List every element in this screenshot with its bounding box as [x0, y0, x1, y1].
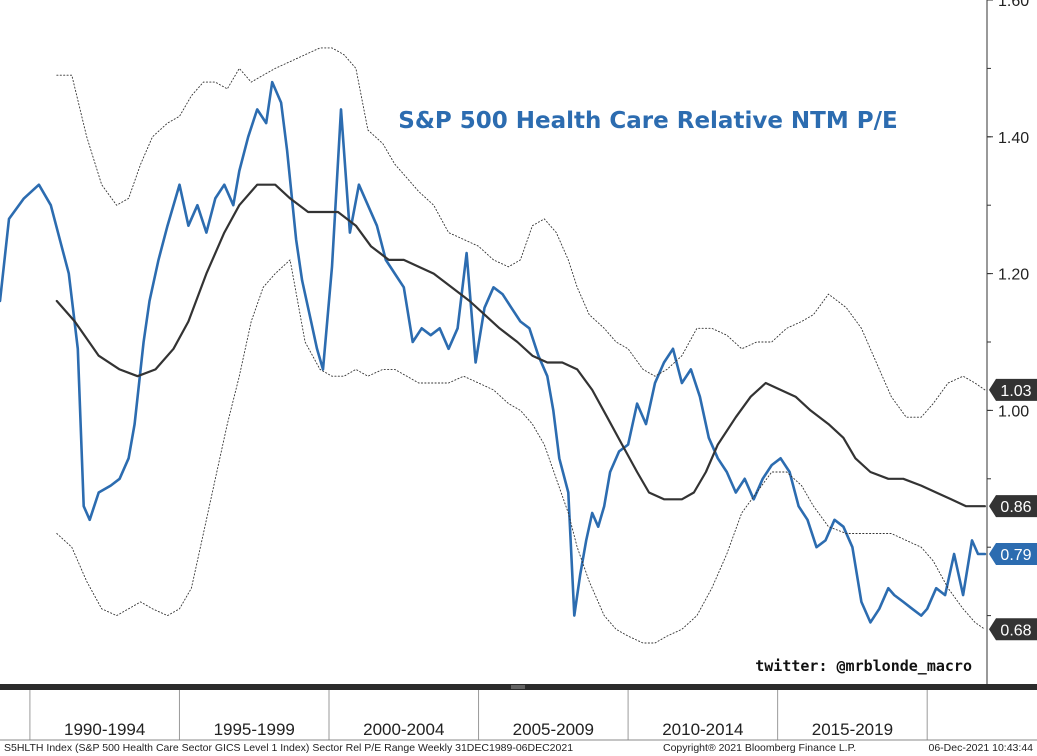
watermark-text: twitter: @mrblonde_macro	[755, 657, 972, 675]
value-label: 0.86	[989, 495, 1037, 518]
bottom-bar	[0, 684, 1037, 690]
y-axis	[986, 0, 993, 684]
pe-series-line	[0, 80, 987, 624]
x-category-label: 2015-2019	[812, 720, 893, 739]
value-labels: 1.03 0.86 0.79 0.68	[989, 378, 1037, 641]
value-label-text: 1.03	[1000, 383, 1031, 400]
footer-copyright: Copyright® 2021 Bloomberg Finance L.P.	[663, 742, 856, 754]
plot-bottom-bar	[0, 684, 1037, 690]
value-label: 0.68	[989, 618, 1037, 641]
y-tick-labels: 1.00 1.20 1.40 1.60	[998, 0, 1029, 420]
footer-timestamp: 06-Dec-2021 10:43:44	[929, 742, 1034, 754]
series-layer	[0, 47, 987, 644]
y-tick-label: 1.00	[998, 403, 1029, 420]
value-label: 0.79	[989, 543, 1037, 566]
y-tick-label: 1.60	[998, 0, 1029, 10]
value-label-text: 0.68	[1000, 622, 1031, 639]
value-label-text: 0.79	[1000, 547, 1031, 564]
chart-title: S&P 500 Health Care Relative NTM P/E	[398, 108, 897, 134]
value-label-tag	[989, 495, 1037, 518]
band-line	[56, 47, 986, 418]
x-category-label: 2000-2004	[363, 720, 444, 739]
footer-description: S5HLTH Index (S&P 500 Health Care Sector…	[4, 742, 573, 754]
x-category-label: 1990-1994	[64, 720, 145, 739]
moving-average-line	[55, 183, 986, 508]
x-category-label: 2010-2014	[662, 720, 743, 739]
value-label-tag	[989, 543, 1037, 566]
x-category-label: 2005-2009	[513, 720, 594, 739]
value-label-tag	[989, 378, 1037, 401]
y-tick-label: 1.20	[998, 267, 1029, 284]
value-label-tag	[989, 618, 1037, 641]
value-label-text: 0.86	[1000, 499, 1031, 516]
value-label: 1.03	[989, 378, 1037, 401]
y-tick-label: 1.40	[998, 130, 1029, 147]
x-category-label: 1995-1999	[214, 720, 295, 739]
x-axis-categories: 1990-1994 1995-1999 2000-2004 2005-2009 2010…	[29, 690, 928, 740]
